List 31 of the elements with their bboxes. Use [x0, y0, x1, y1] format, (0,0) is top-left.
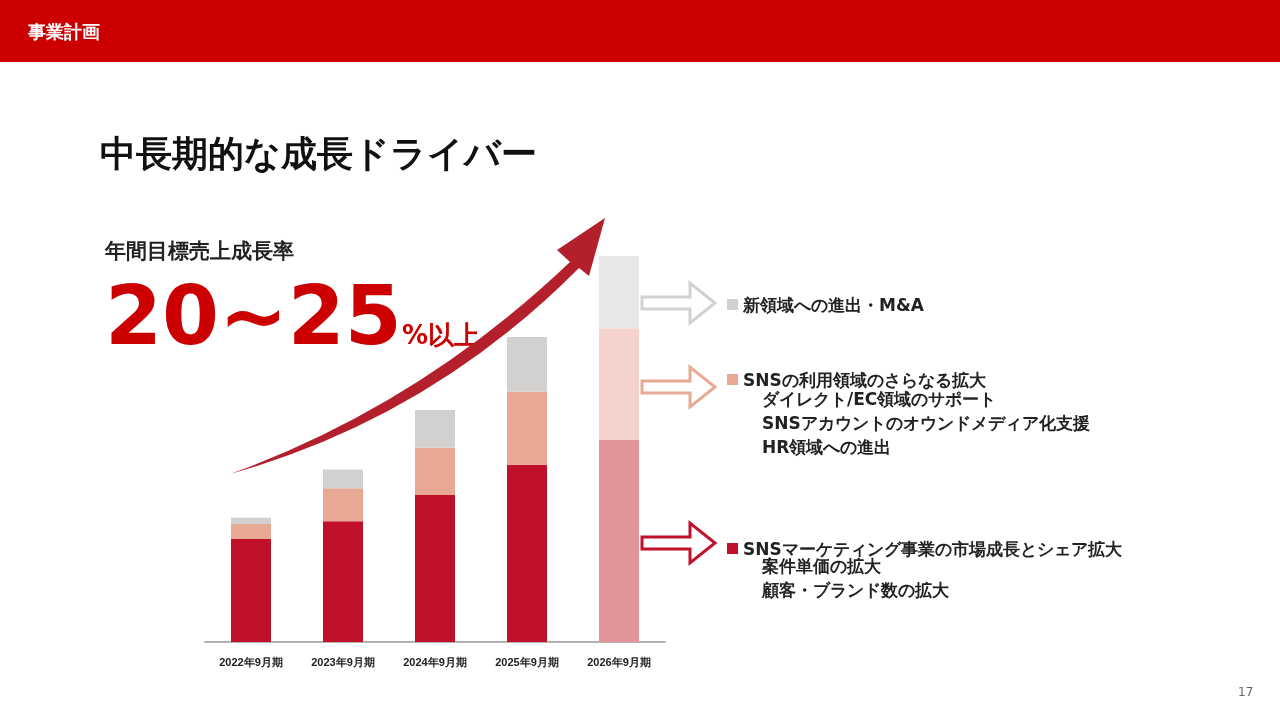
text: 事業計画 [28, 20, 100, 44]
text: 顧客・ブランド数の拡大 [762, 579, 949, 602]
text: 案件単価の拡大 [762, 556, 881, 578]
bar [231, 523, 271, 539]
legend-label: 新領域への進出・M&A [742, 294, 925, 315]
bar [231, 517, 271, 524]
bar [415, 447, 455, 495]
bar [323, 521, 363, 642]
bar [323, 469, 363, 489]
bar [323, 488, 363, 522]
bar [507, 464, 547, 642]
bar [599, 328, 639, 441]
legend-label: SNSの利用領域のさらなる拡大 [743, 369, 987, 390]
text: SNSアカウントのオウンドメディア化支援 [762, 412, 1090, 435]
bar [599, 440, 639, 642]
text: 17 [1238, 685, 1254, 699]
annotation: 年間目標売上成長率 [105, 238, 294, 265]
x-tick-label: 2023年9月期 [311, 655, 375, 668]
bar [507, 391, 547, 465]
bar [599, 256, 639, 329]
x-tick-label: 2025年9月期 [495, 655, 559, 668]
text: ダイレクト/EC領域のサポート [762, 389, 997, 411]
bar [415, 494, 455, 642]
x-tick-label: 2024年9月期 [403, 655, 467, 668]
bar [415, 410, 455, 448]
chart-title: 中長期的な成長ドライバー [100, 132, 537, 176]
bar [507, 337, 547, 392]
x-tick-label: 2026年9月期 [587, 655, 651, 668]
bar [231, 538, 271, 642]
x-tick-label: 2022年9月期 [219, 655, 283, 668]
text: HR領域への進出 [762, 436, 892, 459]
